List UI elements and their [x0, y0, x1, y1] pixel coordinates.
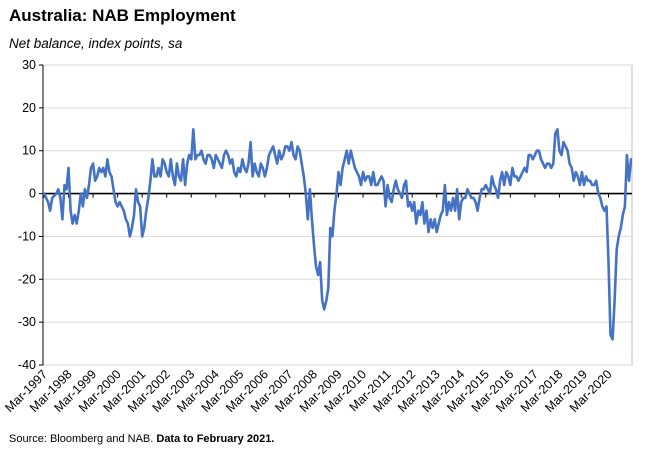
plot-area: [42, 64, 633, 366]
y-tick-label: -10: [18, 229, 36, 243]
data-date-note: Data to February 2021.: [156, 433, 275, 445]
line-chart: -40-30-20-100102030Mar-1997Mar-1998Mar-1…: [2, 58, 633, 415]
chart-title: Australia: NAB Employment: [9, 6, 236, 25]
chart-subtitle: Net balance, index points, sa: [9, 36, 183, 51]
y-tick-label: -20: [18, 272, 36, 286]
y-tick-label: -30: [18, 315, 36, 329]
y-tick-label: -40: [18, 358, 36, 372]
y-tick-label: 10: [22, 144, 36, 158]
y-tick-label: 30: [22, 58, 36, 72]
source-text: Source: Bloomberg and NAB.: [9, 433, 154, 445]
y-tick-label: 0: [29, 187, 36, 201]
y-tick-label: 20: [22, 101, 36, 115]
source-note: Source: Bloomberg and NAB. Data to Febru…: [9, 433, 274, 445]
series-line: [42, 128, 633, 341]
